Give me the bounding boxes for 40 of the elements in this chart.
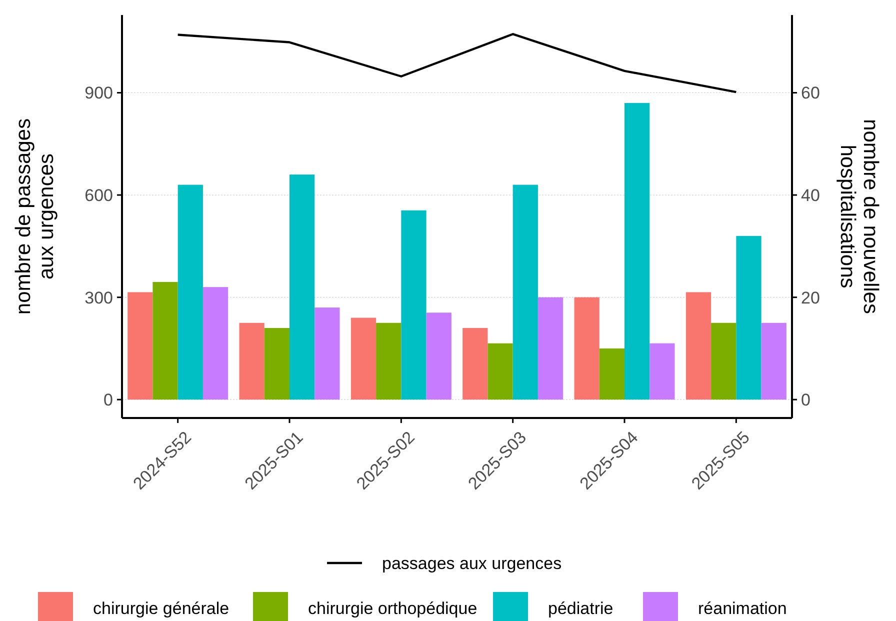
bar — [376, 322, 402, 400]
y2-tick-label: 60 — [801, 84, 820, 103]
bar — [599, 348, 624, 400]
y-axis-title: nombre de passages aux urgences — [12, 118, 58, 315]
legend-label: passages aux urgences — [382, 554, 562, 573]
legend-label: réanimation — [698, 598, 787, 618]
bar — [290, 174, 315, 400]
line-series — [176, 32, 738, 94]
y2-tick-label: 40 — [801, 186, 820, 205]
y-tick-label: 300 — [84, 288, 113, 308]
bar — [711, 322, 736, 400]
bar — [574, 297, 600, 400]
bar — [202, 287, 228, 400]
y-tick-label: 0 — [104, 390, 113, 410]
bar — [314, 308, 340, 400]
bar — [426, 312, 452, 400]
bar — [462, 328, 488, 400]
bar — [239, 322, 264, 400]
bar — [401, 210, 426, 400]
bar — [350, 318, 376, 400]
bar — [128, 292, 153, 400]
bar — [264, 328, 290, 400]
y2-tick-label: 20 — [801, 288, 820, 308]
legend-label: chirurgie générale — [93, 598, 230, 618]
bar — [512, 184, 538, 400]
bar — [488, 343, 513, 400]
bar — [686, 292, 712, 400]
bar — [736, 236, 762, 400]
bar — [761, 322, 786, 400]
legend-label: chirurgie orthopédique — [308, 598, 478, 618]
y2-axis-title: nombre de nouvelles hospitalisations — [836, 119, 882, 314]
bar — [650, 343, 675, 400]
bar — [624, 102, 650, 400]
legend-label: pédiatrie — [548, 598, 614, 618]
bar — [152, 282, 178, 400]
y2-tick-label: 0 — [801, 390, 810, 410]
bar — [538, 297, 564, 400]
y-tick-label: 600 — [84, 186, 113, 205]
bar — [178, 184, 203, 400]
y-tick-label: 900 — [84, 84, 113, 103]
